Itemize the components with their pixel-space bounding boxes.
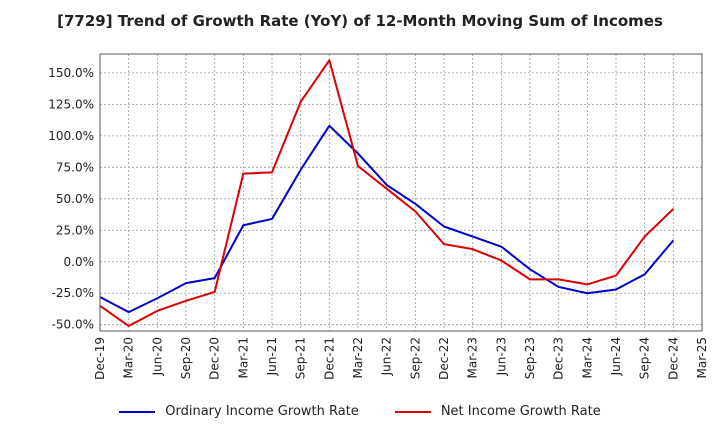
- series-line-1: [99, 59, 675, 327]
- y-tick-label: 0.0%: [64, 255, 95, 269]
- y-tick-label: 100.0%: [48, 129, 94, 143]
- x-tick-label: Mar-20: [122, 337, 136, 378]
- legend: Ordinary Income Growth Rate Net Income G…: [0, 404, 720, 419]
- x-tick-label: Jun-21: [265, 337, 279, 376]
- x-tick-label: Sep-20: [179, 337, 193, 379]
- x-tick-label: Dec-22: [437, 337, 451, 380]
- x-tick-label: Mar-23: [466, 337, 480, 378]
- x-tick-label: Mar-22: [351, 337, 365, 378]
- chart-title: [7729] Trend of Growth Rate (YoY) of 12-…: [57, 12, 663, 30]
- x-tick-label: Dec-24: [666, 337, 680, 380]
- legend-label-net-income: Net Income Growth Rate: [440, 404, 601, 419]
- y-tick-label: -50.0%: [52, 318, 94, 332]
- x-tick-label: Jun-20: [150, 337, 164, 376]
- legend-item-ordinary-income: Ordinary Income Growth Rate: [119, 404, 359, 419]
- x-tick-label: Dec-23: [552, 337, 566, 380]
- x-tick-label: Jun-22: [380, 337, 394, 376]
- x-tick-label: Dec-19: [93, 337, 107, 380]
- y-tick-label: 150.0%: [48, 66, 94, 80]
- x-tick-label: Jun-23: [494, 337, 508, 376]
- legend-item-net-income: Net Income Growth Rate: [394, 404, 601, 419]
- series-line-0: [99, 124, 675, 314]
- x-tick-label: Dec-21: [322, 337, 336, 380]
- legend-label-ordinary-income: Ordinary Income Growth Rate: [165, 404, 359, 419]
- x-tick-label: Sep-24: [638, 337, 652, 379]
- x-tick-label: Mar-25: [695, 337, 709, 378]
- axis-layer: -50.0% -25.0% 0.0% 25.0% 50.0% 75.0% 100.0% 125…: [48, 66, 709, 380]
- legend-swatch-ordinary-income: [119, 410, 156, 413]
- x-tick-label: Jun-24: [609, 337, 623, 376]
- series-layer: [99, 59, 675, 327]
- y-tick-label: 125.0%: [48, 97, 94, 111]
- y-tick-label: 50.0%: [56, 192, 94, 206]
- y-tick-label: 75.0%: [56, 160, 94, 174]
- x-tick-label: Sep-22: [408, 337, 422, 379]
- x-tick-label: Mar-24: [580, 337, 594, 378]
- y-tick-label: 25.0%: [56, 223, 94, 237]
- x-tick-label: Sep-21: [294, 337, 308, 379]
- plot-frame: [99, 53, 703, 332]
- legend-swatch-net-income: [394, 410, 431, 413]
- x-tick-label: Dec-20: [208, 337, 222, 380]
- x-tick-label: Sep-23: [523, 337, 537, 379]
- x-tick-label: Mar-21: [236, 337, 250, 378]
- y-tick-label: -25.0%: [52, 286, 94, 300]
